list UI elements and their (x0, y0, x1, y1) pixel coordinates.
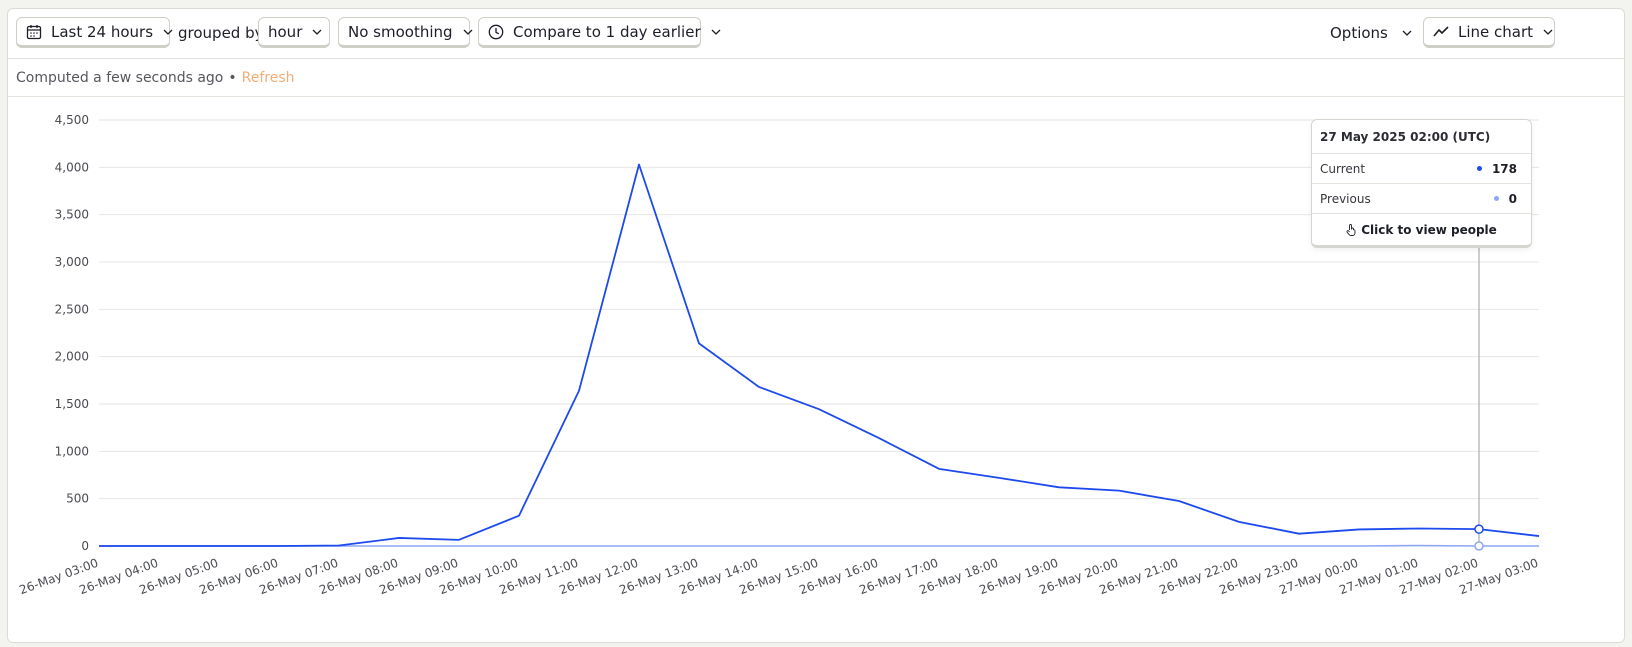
tooltip-title: 27 May 2025 02:00 (UTC) (1312, 120, 1531, 154)
y-tick-label: 1,500 (55, 397, 89, 411)
smoothing-label: No smoothing (348, 22, 453, 41)
series-dot-icon (1493, 196, 1499, 201)
toolbar: Last 24 hours grouped by hour No smoothi… (8, 9, 1624, 59)
tooltip-row-label: Previous (1320, 191, 1371, 206)
y-tick-label: 0 (81, 539, 89, 553)
view-people-button[interactable]: Click to view people (1312, 214, 1531, 245)
y-tick-label: 2,000 (55, 350, 89, 364)
y-tick-label: 2,500 (55, 302, 89, 316)
refresh-link[interactable]: Refresh (241, 69, 295, 86)
chart-type-label: Line chart (1458, 22, 1534, 41)
options-button[interactable]: Options (1330, 17, 1412, 48)
line-chart-icon (1433, 25, 1449, 38)
status-separator: • (228, 69, 237, 86)
chevron-down-icon (453, 29, 473, 35)
hover-point-current (1474, 524, 1484, 534)
chevron-down-icon (1533, 29, 1553, 35)
series-dot-icon (1476, 166, 1482, 171)
compare-select[interactable]: Compare to 1 day earlier (478, 17, 721, 48)
insight-card: Last 24 hours grouped by hour No smoothi… (7, 8, 1625, 643)
tooltip-row-label: Current (1320, 161, 1366, 176)
date-range-button[interactable]: Last 24 hours (16, 17, 173, 48)
series-current-line (99, 163, 1540, 547)
y-tick-label: 500 (66, 492, 89, 506)
tooltip-row-value: 178 (1491, 161, 1517, 176)
chart-type-select[interactable]: Line chart (1423, 17, 1555, 48)
options-label: Options (1330, 23, 1388, 42)
status-bar: Computed a few seconds ago • Refresh (8, 59, 1624, 97)
y-tick-label: 3,000 (55, 255, 89, 269)
chevron-down-icon (153, 29, 173, 35)
compare-label: Compare to 1 day earlier (513, 22, 701, 41)
pointer-hand-icon (1346, 223, 1356, 236)
y-tick-label: 1,000 (55, 444, 89, 458)
date-range-label: Last 24 hours (51, 22, 154, 41)
interval-label: hour (268, 22, 303, 41)
chart-tooltip: 27 May 2025 02:00 (UTC) Current 178 Prev… (1311, 119, 1532, 248)
chevron-down-icon (701, 29, 721, 35)
tooltip-row-previous: Previous 0 (1312, 184, 1531, 214)
tooltip-row-value: 0 (1508, 191, 1517, 206)
tooltip-row-current: Current 178 (1312, 154, 1531, 184)
chevron-down-icon (302, 29, 322, 35)
hover-point-previous (1474, 541, 1484, 551)
line-chart[interactable]: 0 500 1,000 1,500 2,000 2,500 3,000 3,500 4,000 4… (8, 9, 1625, 643)
view-people-label: Click to view people (1361, 222, 1497, 237)
chevron-down-icon (1402, 30, 1412, 36)
interval-select[interactable]: hour (258, 17, 330, 48)
y-tick-label: 4,000 (55, 160, 89, 174)
calendar-icon (26, 24, 42, 40)
clock-icon (488, 24, 504, 40)
grouped-by-label: grouped by (178, 23, 264, 42)
y-tick-label: 4,500 (55, 113, 89, 127)
y-tick-label: 3,500 (55, 208, 89, 222)
smoothing-select[interactable]: No smoothing (338, 17, 473, 48)
computed-status: Computed a few seconds ago (16, 69, 224, 86)
